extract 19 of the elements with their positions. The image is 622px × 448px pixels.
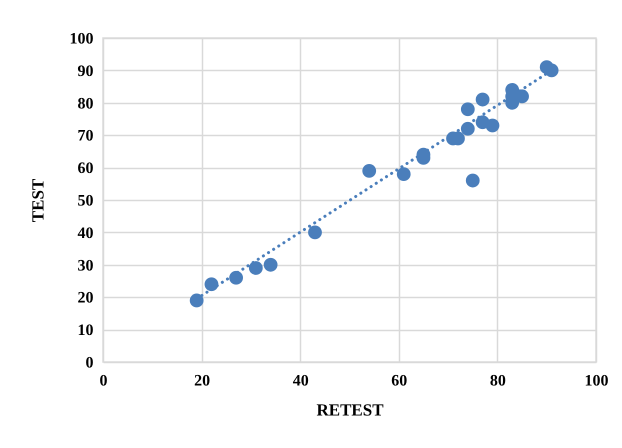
x-tick-label: 0	[100, 372, 108, 390]
x-tick-label: 100	[584, 372, 608, 390]
y-tick-label: 0	[86, 354, 94, 372]
y-tick-label: 90	[78, 62, 94, 80]
y-axis-title: TEST	[28, 178, 48, 222]
y-tick-label: 50	[78, 192, 94, 210]
x-axis-title: RETEST	[316, 400, 384, 420]
y-tick-label: 40	[78, 224, 94, 242]
y-tick-label: 70	[78, 128, 94, 145]
x-tick-label: 20	[194, 372, 210, 390]
y-tick-label: 10	[78, 322, 94, 340]
y-tick-label: 30	[78, 257, 94, 274]
x-tick-label: 60	[391, 372, 408, 390]
x-tick-label: 80	[490, 372, 506, 390]
y-tick-label: 20	[78, 290, 94, 307]
y-tick-label: 60	[78, 160, 94, 178]
y-tick-label: 80	[78, 95, 94, 112]
x-tick-label: 40	[292, 372, 309, 390]
y-tick-label: 100	[70, 30, 94, 48]
